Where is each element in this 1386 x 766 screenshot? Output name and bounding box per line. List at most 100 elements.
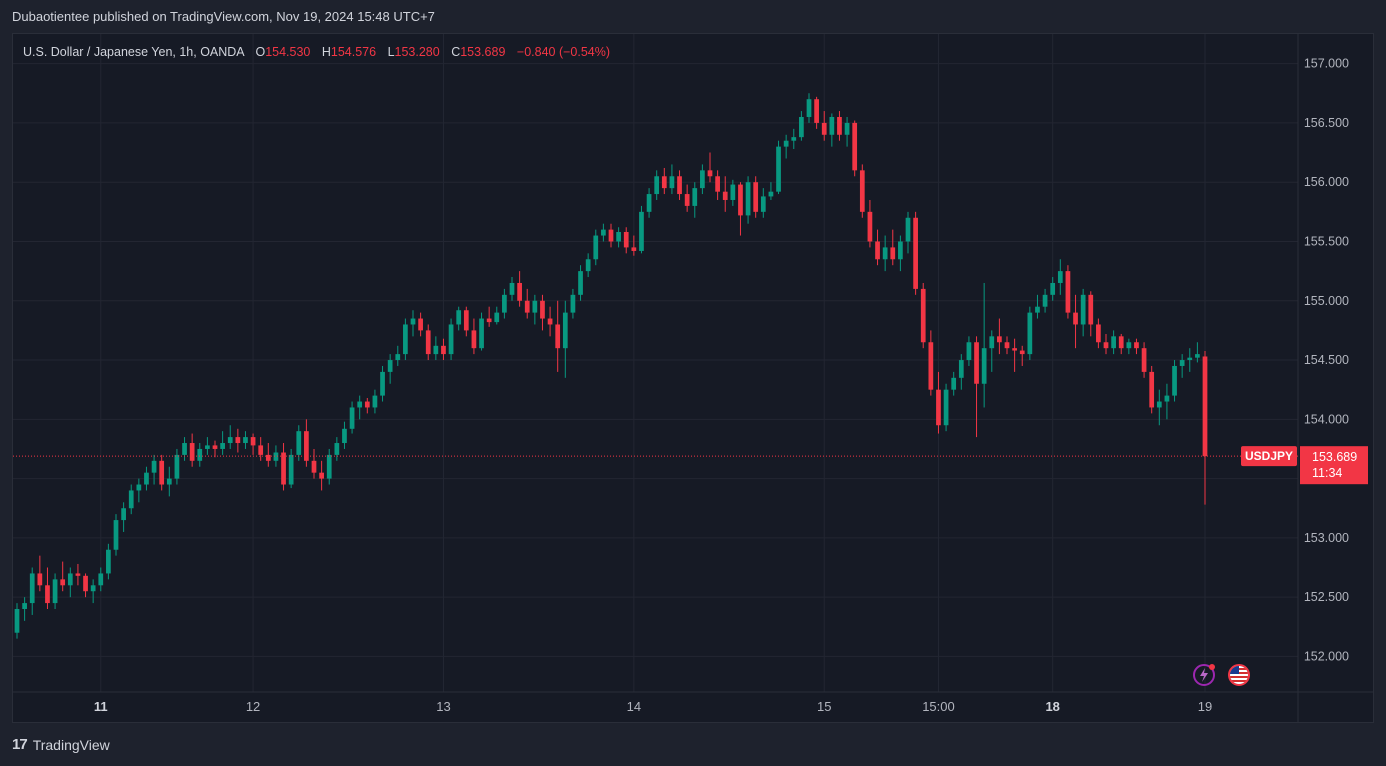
candle-body (943, 389, 949, 426)
y-tick-label: 155.500 (1304, 234, 1349, 248)
candle-body (631, 247, 637, 251)
candle-body (1156, 401, 1162, 408)
candle-body (433, 345, 439, 355)
candle-body (585, 259, 591, 272)
candle-body (319, 472, 324, 479)
candle-body (113, 520, 119, 550)
candle-body (364, 401, 370, 408)
us-flag-icon[interactable] (1228, 664, 1250, 686)
candle-body (814, 99, 819, 123)
candle-body (974, 342, 979, 384)
symbol-legend[interactable]: U.S. Dollar / Japanese Yen, 1h, OANDA O1… (23, 45, 610, 59)
candle-body (1042, 294, 1048, 307)
candle-body (212, 445, 218, 449)
candle-body (456, 310, 462, 325)
candle-body (98, 573, 104, 586)
candle-body (83, 575, 88, 592)
candle-body (1111, 336, 1116, 349)
y-tick-label: 154.500 (1304, 353, 1349, 367)
candle-body (951, 377, 957, 390)
candle-body (661, 176, 667, 189)
x-tick-label: 14 (627, 699, 641, 714)
candle-body (1012, 348, 1017, 351)
candle-body (448, 324, 454, 355)
candle-body (403, 324, 408, 355)
candle-body (311, 460, 317, 473)
y-tick-label: 157.000 (1304, 57, 1349, 71)
candle-body (1118, 336, 1124, 349)
candle-body (997, 336, 1002, 343)
y-tick-label: 154.000 (1304, 412, 1349, 426)
candle-body (1126, 342, 1132, 349)
candle-body (486, 318, 492, 323)
open-label: O (255, 45, 266, 59)
candle-body (715, 176, 720, 192)
candle-body (669, 176, 675, 189)
tradingview-logo[interactable]: 17 TradingView (12, 736, 110, 753)
candle-body (395, 354, 401, 361)
candle-body (67, 573, 73, 586)
candle-body (372, 395, 378, 408)
candle-body (380, 371, 385, 396)
candle-body (1179, 360, 1185, 366)
candle-body (905, 217, 911, 242)
candle-body (174, 454, 180, 479)
candle-body (197, 448, 203, 461)
candle-body (463, 310, 469, 331)
candle-body (60, 579, 66, 586)
candle-body (791, 137, 797, 141)
candle-body (90, 585, 96, 592)
low-label: L (387, 45, 395, 59)
candle-body (844, 122, 850, 135)
candle-body (106, 549, 111, 574)
candle-body (1187, 357, 1193, 361)
tv-logo-icon: 17 (12, 736, 28, 753)
candle-body (1134, 342, 1139, 349)
candle-body (410, 318, 416, 325)
high-label: H (321, 45, 331, 59)
candle-body (334, 443, 340, 455)
candle-body (136, 484, 142, 491)
candlestick-chart[interactable]: 157.000 156.500 156.000 155.500 155.000 154.5… (13, 34, 1373, 722)
candle-body (1088, 294, 1094, 325)
candle-body (898, 241, 903, 260)
candle-body (722, 191, 728, 200)
candle-body (1164, 395, 1170, 402)
candle-body (189, 443, 195, 461)
x-tick-label: 13 (436, 699, 450, 714)
candle-body (601, 229, 606, 236)
candle-body (326, 454, 332, 479)
candle-body (806, 99, 812, 117)
candle-body (738, 184, 743, 216)
candle-body (608, 229, 614, 242)
lightning-alert-icon[interactable] (1193, 664, 1215, 686)
candle-body (547, 318, 553, 325)
candle-body (342, 428, 347, 444)
candle-body (776, 146, 781, 192)
candle-body (783, 140, 789, 147)
symbol-description[interactable]: U.S. Dollar / Japanese Yen, 1h, OANDA (23, 45, 244, 59)
x-tick-label: 11 (94, 699, 108, 714)
candle-body (524, 300, 530, 313)
candle-body (562, 312, 568, 349)
chart-pane[interactable]: 157.000 156.500 156.000 155.500 155.000 154.5… (12, 33, 1374, 723)
grid (13, 34, 1298, 692)
price-tag-value: 153.689 (1312, 450, 1357, 464)
candle-body (235, 437, 241, 444)
candle-body (144, 472, 149, 485)
x-tick-label: 18 (1045, 699, 1059, 714)
candle-body (205, 445, 210, 449)
candle-body (288, 454, 294, 485)
candle-body (250, 437, 256, 446)
price-tag-bg (1300, 446, 1368, 485)
x-tick-label: 15:00 (922, 699, 955, 714)
candle-body (1035, 306, 1040, 313)
candle-body (799, 116, 804, 138)
last-price-tag: USDJPY 153.689 11:34 (13, 446, 1368, 485)
candle-body (692, 188, 698, 206)
candle-body (304, 431, 309, 461)
candle-body (555, 324, 561, 349)
candle-body (882, 247, 888, 260)
candle-body (45, 585, 50, 604)
candle-body (540, 300, 545, 319)
